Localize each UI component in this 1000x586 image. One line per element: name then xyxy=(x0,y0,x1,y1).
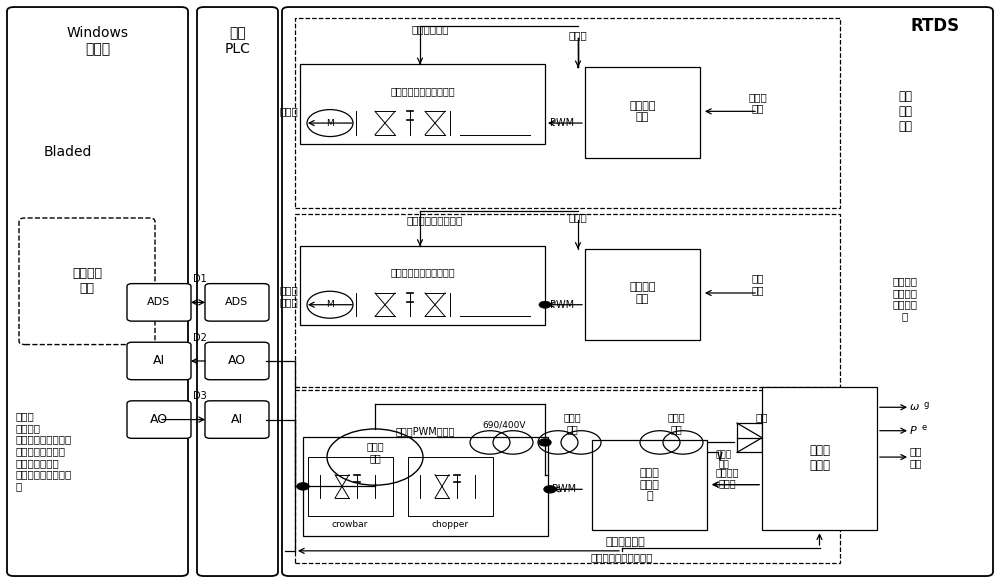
Text: 变桨负载力矩: 变桨负载力矩 xyxy=(411,24,449,35)
Bar xyxy=(592,440,707,530)
Text: Bladed: Bladed xyxy=(44,145,92,159)
Text: ω: ω xyxy=(910,402,919,413)
FancyBboxPatch shape xyxy=(197,7,278,576)
Bar xyxy=(585,67,700,158)
Text: D2: D2 xyxy=(193,332,207,343)
Text: 硬件测试
模块: 硬件测试 模块 xyxy=(72,267,102,295)
Bar xyxy=(408,457,493,516)
Bar xyxy=(303,437,548,536)
FancyBboxPatch shape xyxy=(7,7,188,576)
Text: AO: AO xyxy=(228,355,246,367)
Text: PWM: PWM xyxy=(550,118,574,128)
Text: D1: D1 xyxy=(193,274,207,284)
Text: 桨距角指令、偏航指令: 桨距角指令、偏航指令 xyxy=(591,551,653,562)
Text: AI: AI xyxy=(231,413,243,426)
Text: 变流器
控制单
元: 变流器 控制单 元 xyxy=(640,468,659,501)
Bar xyxy=(295,390,840,563)
Bar xyxy=(762,387,877,530)
Text: RTDS: RTDS xyxy=(910,18,960,35)
Text: 690/400V: 690/400V xyxy=(482,420,526,430)
Text: 故障模
拟点: 故障模 拟点 xyxy=(716,450,732,470)
Text: e: e xyxy=(921,424,926,432)
Text: ADS: ADS xyxy=(147,297,171,308)
Text: chopper: chopper xyxy=(431,520,469,529)
Text: 偏航电机及变频器主电路: 偏航电机及变频器主电路 xyxy=(390,267,455,278)
Text: 变桨电机及变频器主电路: 变桨电机及变频器主电路 xyxy=(390,86,455,96)
Bar xyxy=(295,18,840,208)
Circle shape xyxy=(297,483,309,490)
Text: 偏航控制
单元: 偏航控制 单元 xyxy=(629,282,656,304)
Bar xyxy=(295,214,840,387)
Circle shape xyxy=(539,439,551,446)
FancyBboxPatch shape xyxy=(127,401,191,438)
Text: crowbar: crowbar xyxy=(332,520,368,529)
Text: 偏航系统
电气及控
制部分模
型: 偏航系统 电气及控 制部分模 型 xyxy=(893,277,918,321)
Text: 机组升
压变: 机组升 压变 xyxy=(563,413,581,434)
Bar xyxy=(308,457,393,516)
Text: Windows
计算机: Windows 计算机 xyxy=(66,26,128,56)
Text: 风模型
气动模型
机械部分模型（包括
传动系统、柔性桨
叶、柔性塔架）
偏航系统机械部分模
型: 风模型 气动模型 机械部分模型（包括 传动系统、柔性桨 叶、柔性塔架） 偏航系统… xyxy=(15,411,71,491)
FancyBboxPatch shape xyxy=(205,401,269,438)
Text: AI: AI xyxy=(153,355,165,367)
FancyBboxPatch shape xyxy=(205,342,269,380)
Text: 浆距角: 浆距角 xyxy=(279,106,298,117)
FancyBboxPatch shape xyxy=(205,284,269,321)
Bar xyxy=(300,64,545,144)
Text: 变桨控制
单元: 变桨控制 单元 xyxy=(629,101,656,122)
Text: 机舱与正北方向夹角: 机舱与正北方向夹角 xyxy=(407,214,463,225)
FancyBboxPatch shape xyxy=(127,342,191,380)
Text: M: M xyxy=(326,118,334,128)
Text: g: g xyxy=(923,400,928,409)
Text: 电网: 电网 xyxy=(756,412,768,423)
Text: 变桨
系统
模型: 变桨 系统 模型 xyxy=(898,90,912,133)
Text: 偏航
误差: 偏航 误差 xyxy=(910,447,922,468)
Text: M: M xyxy=(326,300,334,309)
Text: D3: D3 xyxy=(193,391,207,401)
Text: PWM: PWM xyxy=(550,299,574,310)
Text: 传矩及无
功指令: 传矩及无 功指令 xyxy=(715,467,739,488)
Text: 背靠背PWM变流器: 背靠背PWM变流器 xyxy=(395,425,455,436)
Bar xyxy=(585,249,700,340)
Text: 偏航电
机转矩: 偏航电 机转矩 xyxy=(279,285,298,306)
Text: 偏航
指令: 偏航 指令 xyxy=(752,274,764,295)
Text: 双馈发
电机: 双馈发 电机 xyxy=(366,442,384,463)
Circle shape xyxy=(544,486,556,493)
Text: 检测量: 检测量 xyxy=(569,30,587,40)
Text: 风场升
压变: 风场升 压变 xyxy=(667,413,685,434)
FancyBboxPatch shape xyxy=(127,284,191,321)
Text: 通信
PLC: 通信 PLC xyxy=(225,26,250,56)
Text: ADS: ADS xyxy=(225,297,249,308)
Text: P: P xyxy=(910,425,917,436)
FancyBboxPatch shape xyxy=(282,7,993,576)
FancyBboxPatch shape xyxy=(19,218,155,345)
Bar xyxy=(300,246,545,325)
Text: AO: AO xyxy=(150,413,168,426)
Text: 风机主
控单元: 风机主 控单元 xyxy=(809,444,830,472)
Text: PWM: PWM xyxy=(552,484,576,495)
Text: 桨距角
指令: 桨距角 指令 xyxy=(749,92,767,113)
Text: 检测量: 检测量 xyxy=(569,212,587,222)
Bar xyxy=(737,423,787,452)
Text: 电气部分模型: 电气部分模型 xyxy=(605,537,645,547)
Circle shape xyxy=(539,301,551,308)
